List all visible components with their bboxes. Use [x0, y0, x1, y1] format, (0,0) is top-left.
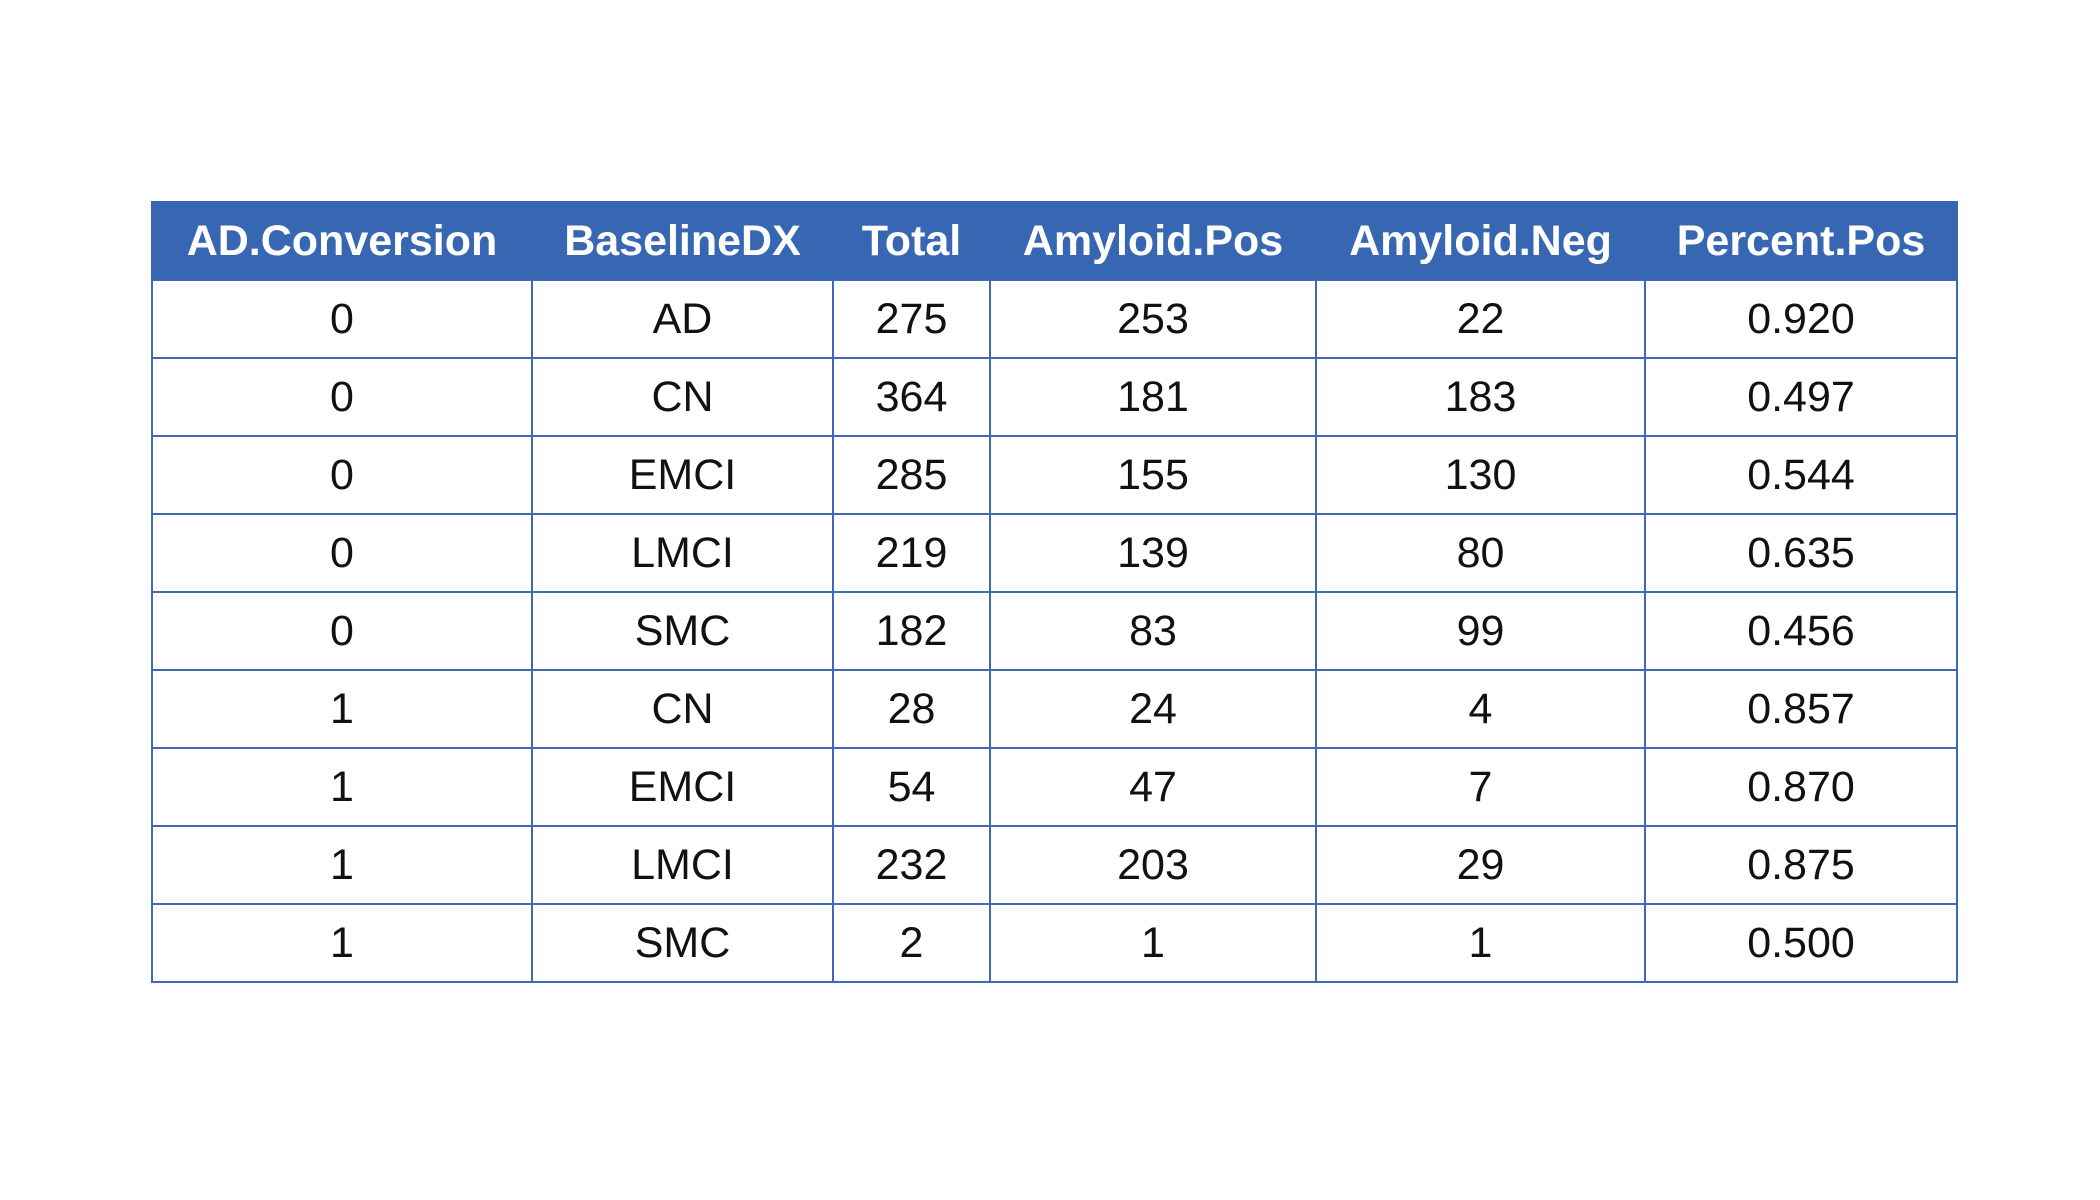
table-cell-percent-pos: 0.456 — [1644, 591, 1958, 671]
table-cell-percent-pos: 0.920 — [1644, 279, 1958, 359]
table-cell-total: 275 — [832, 279, 991, 359]
table-cell-amyloid-neg: 80 — [1315, 513, 1646, 593]
table-cell-amyloid-pos: 24 — [989, 669, 1317, 749]
table-row: 1 LMCI 232 203 29 0.875 — [151, 825, 1958, 905]
table-row: 1 CN 28 24 4 0.857 — [151, 669, 1958, 749]
table-cell-percent-pos: 0.635 — [1644, 513, 1958, 593]
table-cell-total: 28 — [832, 669, 991, 749]
table-cell-amyloid-neg: 1 — [1315, 903, 1646, 983]
table-cell-amyloid-neg: 183 — [1315, 357, 1646, 437]
data-table-container: AD.Conversion BaselineDX Total Amyloid.P… — [151, 201, 1958, 983]
column-header-amyloid-neg: Amyloid.Neg — [1315, 201, 1646, 281]
table-cell-percent-pos: 0.870 — [1644, 747, 1958, 827]
table-cell-amyloid-pos: 203 — [989, 825, 1317, 905]
data-table: AD.Conversion BaselineDX Total Amyloid.P… — [151, 201, 1958, 983]
table-cell-amyloid-pos: 1 — [989, 903, 1317, 983]
column-header-baselinedx: BaselineDX — [531, 201, 834, 281]
table-row: 1 SMC 2 1 1 0.500 — [151, 903, 1958, 983]
table-cell-ad-conversion: 0 — [151, 513, 533, 593]
table-cell-amyloid-neg: 130 — [1315, 435, 1646, 515]
table-cell-total: 54 — [832, 747, 991, 827]
table-cell-ad-conversion: 1 — [151, 903, 533, 983]
table-cell-total: 219 — [832, 513, 991, 593]
table-cell-total: 232 — [832, 825, 991, 905]
table-cell-ad-conversion: 0 — [151, 435, 533, 515]
table-cell-baselinedx: CN — [531, 669, 834, 749]
table-cell-amyloid-neg: 29 — [1315, 825, 1646, 905]
table-body: 0 AD 275 253 22 0.920 0 CN 364 181 183 0.497 0 EMCI 28… — [151, 279, 1958, 983]
table-cell-amyloid-pos: 253 — [989, 279, 1317, 359]
table-cell-baselinedx: SMC — [531, 591, 834, 671]
table-cell-amyloid-pos: 155 — [989, 435, 1317, 515]
table-cell-baselinedx: AD — [531, 279, 834, 359]
table-cell-amyloid-pos: 83 — [989, 591, 1317, 671]
table-header-row: AD.Conversion BaselineDX Total Amyloid.P… — [151, 201, 1958, 281]
table-cell-percent-pos: 0.500 — [1644, 903, 1958, 983]
table-cell-baselinedx: EMCI — [531, 435, 834, 515]
table-row: 0 AD 275 253 22 0.920 — [151, 279, 1958, 359]
table-cell-percent-pos: 0.497 — [1644, 357, 1958, 437]
table-cell-ad-conversion: 1 — [151, 747, 533, 827]
table-cell-amyloid-neg: 7 — [1315, 747, 1646, 827]
table-cell-amyloid-pos: 139 — [989, 513, 1317, 593]
table-cell-baselinedx: SMC — [531, 903, 834, 983]
table-cell-total: 2 — [832, 903, 991, 983]
column-header-amyloid-pos: Amyloid.Pos — [989, 201, 1317, 281]
table-cell-ad-conversion: 0 — [151, 591, 533, 671]
table-row: 0 EMCI 285 155 130 0.544 — [151, 435, 1958, 515]
table-cell-percent-pos: 0.544 — [1644, 435, 1958, 515]
table-cell-amyloid-pos: 181 — [989, 357, 1317, 437]
table-cell-total: 182 — [832, 591, 991, 671]
table-cell-percent-pos: 0.857 — [1644, 669, 1958, 749]
table-row: 1 EMCI 54 47 7 0.870 — [151, 747, 1958, 827]
table-cell-baselinedx: EMCI — [531, 747, 834, 827]
table-row: 0 LMCI 219 139 80 0.635 — [151, 513, 1958, 593]
table-cell-amyloid-neg: 4 — [1315, 669, 1646, 749]
table-row: 0 CN 364 181 183 0.497 — [151, 357, 1958, 437]
table-cell-total: 364 — [832, 357, 991, 437]
table-cell-amyloid-pos: 47 — [989, 747, 1317, 827]
column-header-percent-pos: Percent.Pos — [1644, 201, 1958, 281]
table-cell-ad-conversion: 0 — [151, 279, 533, 359]
table-cell-ad-conversion: 0 — [151, 357, 533, 437]
table-cell-baselinedx: CN — [531, 357, 834, 437]
table-cell-amyloid-neg: 99 — [1315, 591, 1646, 671]
table-cell-amyloid-neg: 22 — [1315, 279, 1646, 359]
table-cell-baselinedx: LMCI — [531, 825, 834, 905]
column-header-ad-conversion: AD.Conversion — [151, 201, 533, 281]
table-cell-percent-pos: 0.875 — [1644, 825, 1958, 905]
table-cell-baselinedx: LMCI — [531, 513, 834, 593]
table-cell-ad-conversion: 1 — [151, 669, 533, 749]
table-cell-ad-conversion: 1 — [151, 825, 533, 905]
table-cell-total: 285 — [832, 435, 991, 515]
column-header-total: Total — [832, 201, 991, 281]
table-row: 0 SMC 182 83 99 0.456 — [151, 591, 1958, 671]
